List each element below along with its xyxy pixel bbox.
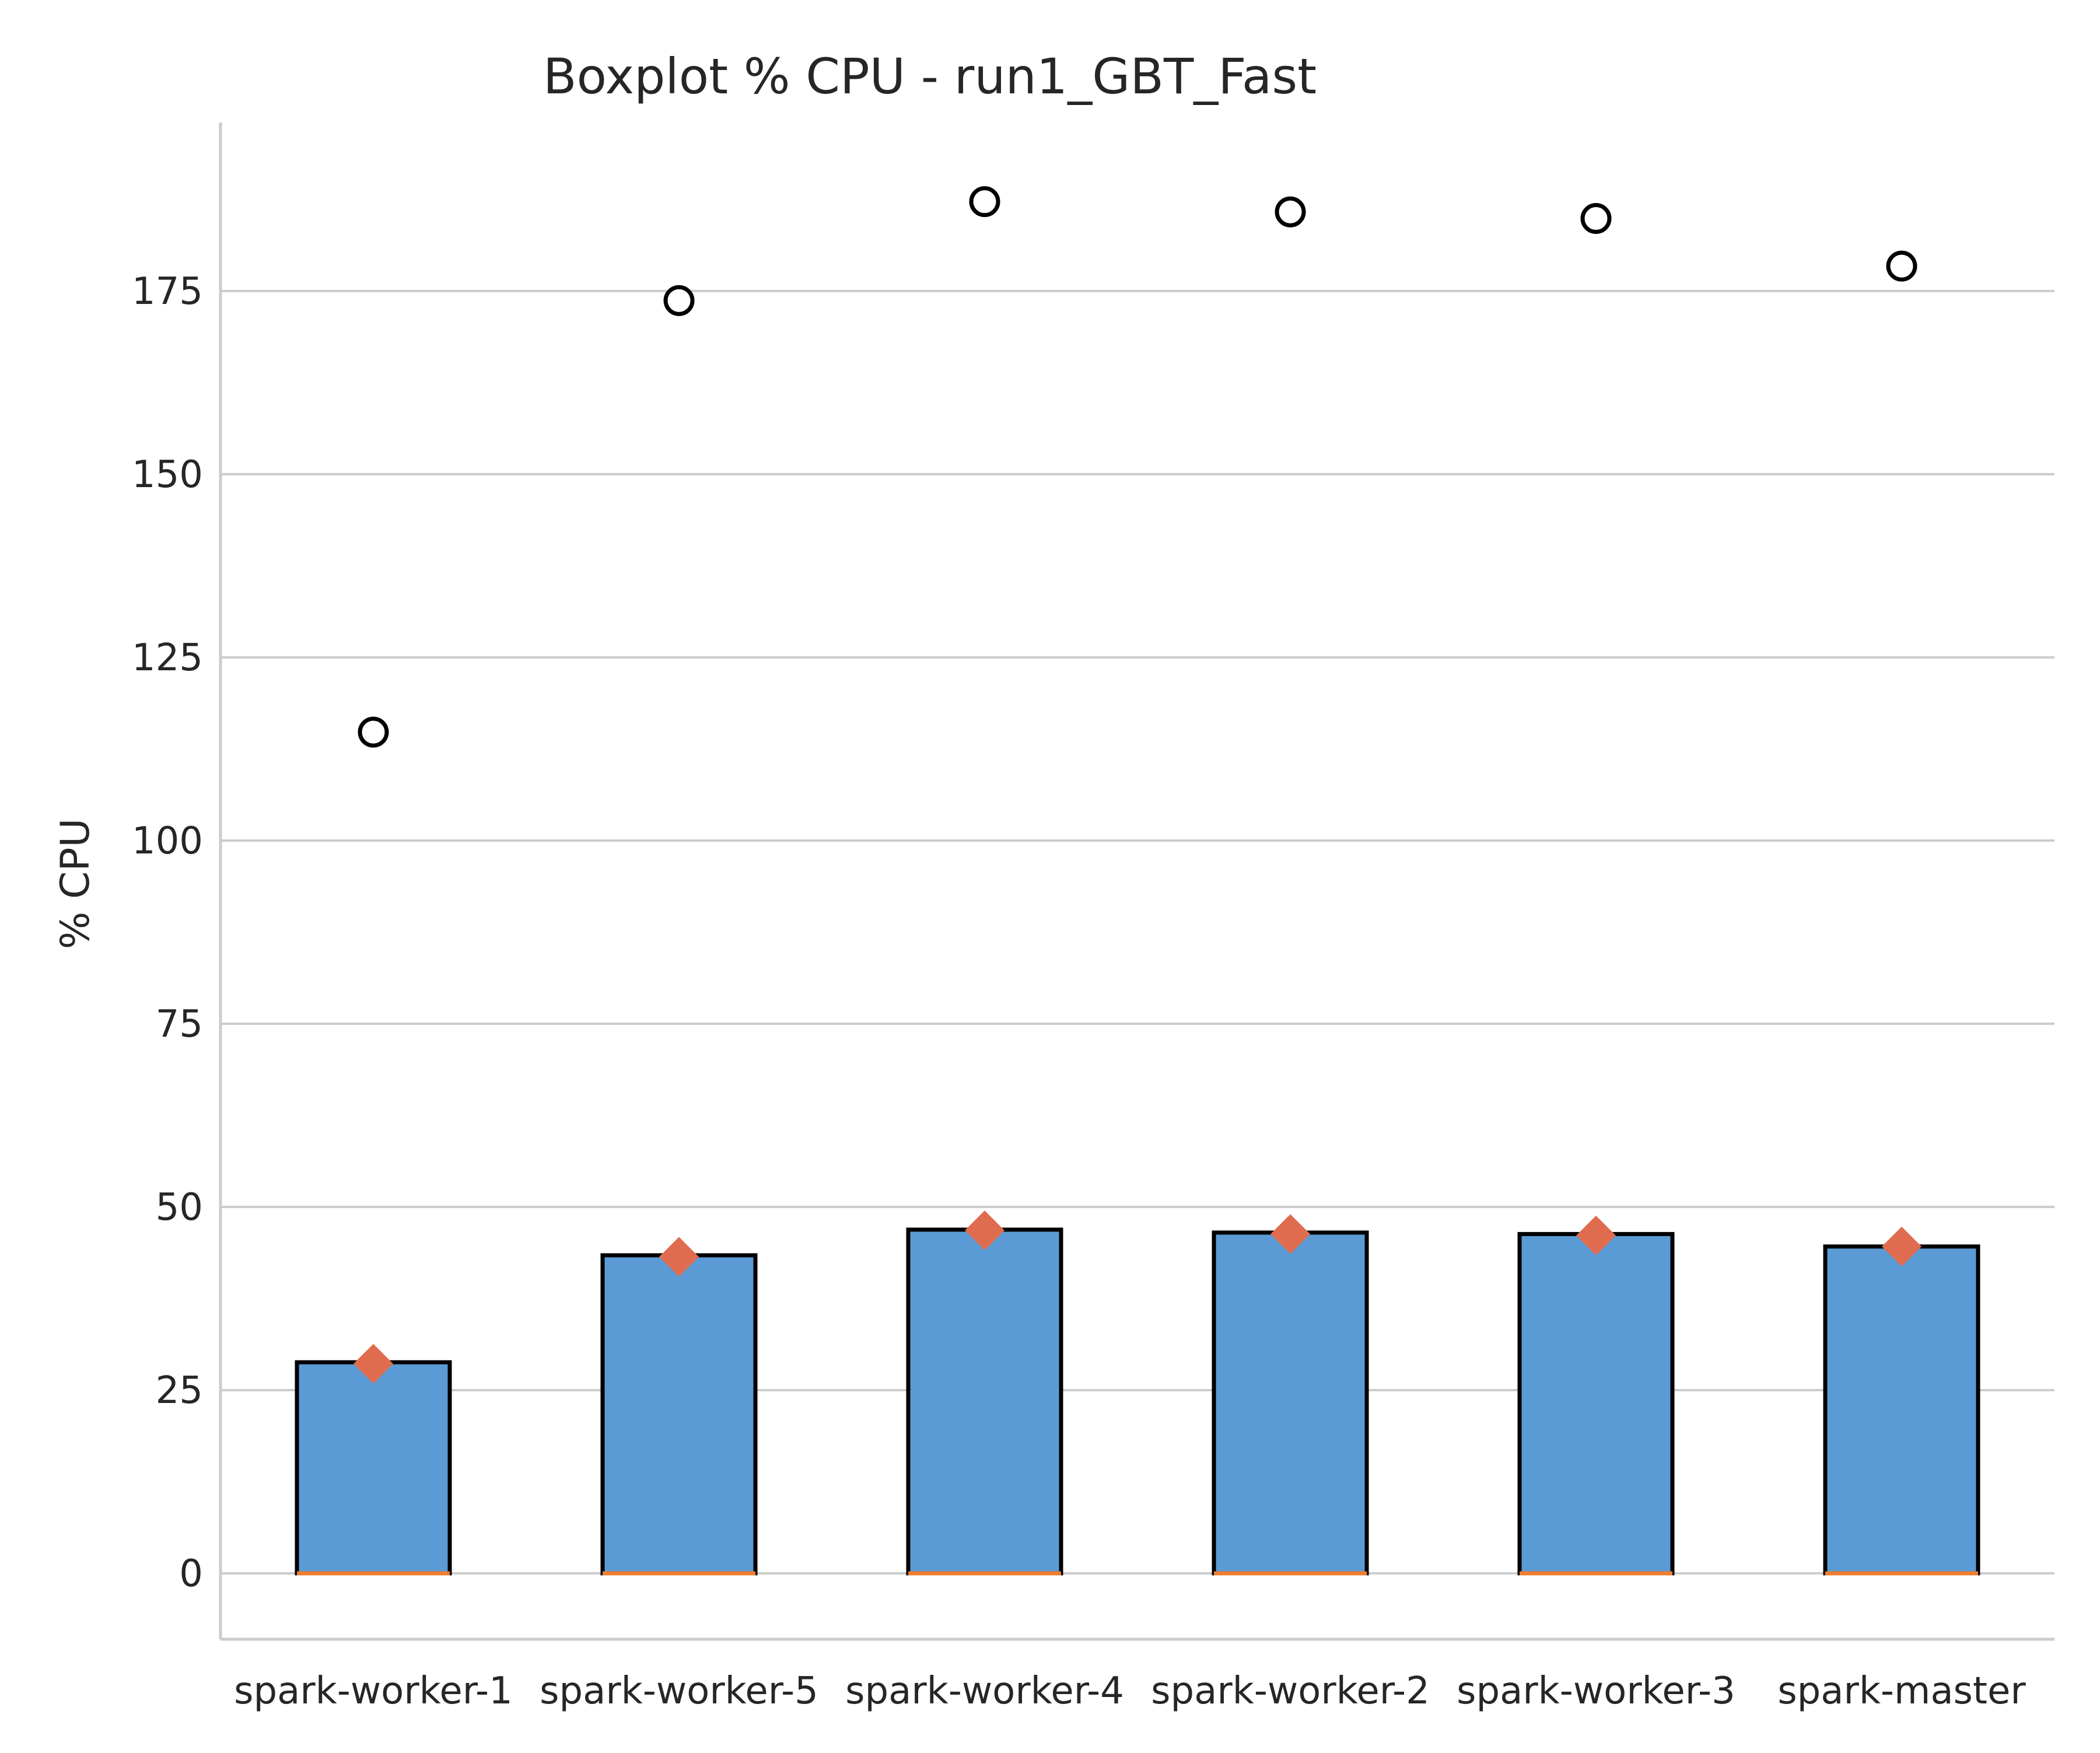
box-group: [1823, 250, 1980, 1576]
y-tick-label: 75: [156, 1003, 203, 1046]
box: [1517, 1231, 1675, 1576]
box-group: [1212, 196, 1369, 1576]
y-tick-label: 25: [156, 1369, 203, 1412]
box-group: [906, 186, 1063, 1576]
y-axis-label: % CPU: [52, 818, 99, 950]
x-tick-label: spark-master: [1777, 1670, 2026, 1713]
y-tick-label: 50: [156, 1186, 203, 1229]
mean-marker: [659, 1237, 699, 1277]
box: [1823, 1244, 1980, 1576]
x-tick-label: spark-worker-5: [540, 1670, 818, 1713]
box: [1212, 1230, 1369, 1576]
outlier-point: [1886, 250, 1917, 282]
box: [600, 1253, 758, 1576]
x-tick-label: spark-worker-4: [845, 1670, 1124, 1713]
y-tick-label: 0: [179, 1552, 203, 1595]
grid-lines: [220, 289, 2054, 1574]
mean-marker: [1576, 1215, 1616, 1255]
box-group: [1517, 203, 1675, 1576]
y-tick-labels: 0 25 50 75 100 125 150 175: [132, 270, 203, 1595]
outlier-point: [663, 285, 695, 316]
mean-marker: [965, 1210, 1005, 1251]
mean-marker: [1882, 1226, 1922, 1266]
outlier-point: [969, 186, 1000, 218]
x-tick-label: spark-worker-3: [1457, 1670, 1735, 1713]
box-group: [600, 285, 758, 1576]
outlier-point: [1580, 203, 1612, 235]
y-tick-label: 100: [132, 820, 203, 863]
y-tick-label: 150: [132, 453, 203, 496]
outlier-point: [358, 716, 389, 748]
y-tick-label: 125: [132, 636, 203, 680]
mean-marker: [354, 1343, 393, 1384]
axes: [219, 123, 2054, 1641]
outlier-point: [1275, 196, 1306, 228]
mean-marker: [1270, 1214, 1310, 1254]
y-tick-label: 175: [132, 270, 203, 313]
boxes: [295, 186, 1980, 1576]
x-tick-label: spark-worker-1: [234, 1670, 513, 1713]
x-tick-label: spark-worker-2: [1151, 1670, 1430, 1713]
chart-title: Boxplot % CPU - run1_GBT_Fast: [543, 48, 1317, 105]
box: [295, 1360, 452, 1576]
box-group: [295, 716, 452, 1576]
box: [906, 1227, 1063, 1576]
x-tick-labels: spark-worker-1 spark-worker-5 spark-worker…: [234, 1670, 2026, 1713]
